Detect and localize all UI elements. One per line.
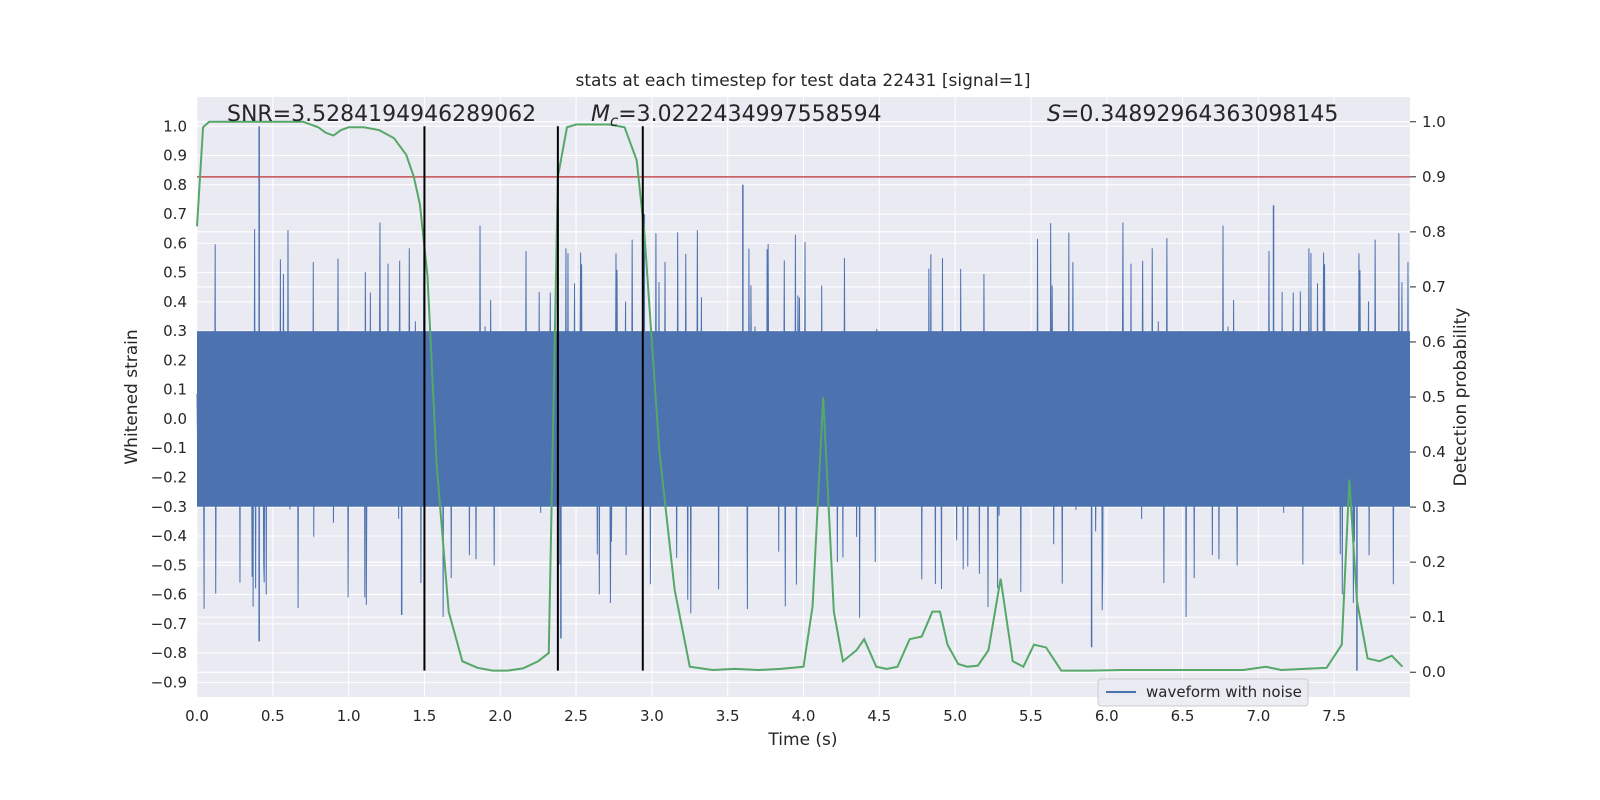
- y-right-tick-label: 0.2: [1422, 553, 1446, 571]
- y-axis-ticks: −0.9 −0.8 −0.7 −0.6 −0.5 −0.4 −0.3 −0.2 −0.1 0.0 0…: [151, 117, 187, 691]
- y-tick-label: 0.1: [163, 381, 187, 399]
- y-tick-label: −0.9: [151, 673, 187, 691]
- y-tick-label: −0.2: [151, 468, 187, 486]
- legend: waveform with noise: [1097, 678, 1309, 707]
- y-tick-label: 0.4: [163, 293, 187, 311]
- waveform-dense-band: [197, 331, 1410, 507]
- y-tick-label: 0.5: [163, 264, 187, 282]
- s-annotation: S=0.34892964363098145: [1047, 102, 1338, 127]
- x-tick-label: 2.0: [488, 707, 512, 725]
- y-tick-label: 0.3: [163, 322, 187, 340]
- legend-box: [1097, 678, 1309, 707]
- x-tick-label: 0.5: [261, 707, 285, 725]
- x-tick-label: 0.0: [185, 707, 209, 725]
- waveform-series: [196, 126, 1410, 671]
- x-tick-label: 4.0: [792, 707, 816, 725]
- y-tick-label: 0.2: [163, 351, 187, 369]
- y-tick-label: 0.0: [163, 410, 187, 428]
- probability-series-line: [196, 120, 1404, 672]
- x-tick-label: 3.5: [716, 707, 740, 725]
- y-right-tick-label: 0.6: [1422, 333, 1446, 351]
- x-tick-label: 6.0: [1095, 707, 1119, 725]
- y-right-tick-label: 1.0: [1422, 113, 1446, 131]
- snr-annotation: SNR=3.5284194946289062: [227, 102, 536, 127]
- y-right-tick-label: 0.5: [1422, 388, 1446, 406]
- y-tick-label: 0.8: [163, 176, 187, 194]
- chirp-mass-symbol: M: [591, 102, 610, 127]
- y-tick-label: −0.6: [151, 586, 187, 604]
- y-axis-label: Whitened strain: [122, 329, 142, 464]
- y-tick-label: 0.9: [163, 147, 187, 165]
- x-tick-label: 6.5: [1171, 707, 1195, 725]
- y-tick-label: −0.7: [151, 615, 187, 633]
- x-tick-label: 7.0: [1246, 707, 1270, 725]
- legend-label: waveform with noise: [1146, 683, 1302, 701]
- x-tick-label: 5.5: [1019, 707, 1043, 725]
- y-right-tick-label: 0.8: [1422, 223, 1446, 241]
- y-right-axis-ticks: 0.0 0.1 0.2 0.3 0.4 0.5 0.6 0.7 0.8 0.9 1.0: [1410, 113, 1446, 681]
- y-tick-label: 1.0: [163, 117, 187, 135]
- chart-title: stats at each timestep for test data 224…: [576, 71, 1031, 91]
- x-axis-ticks: 0.0 0.5 1.0 1.5 2.0 2.5 3.0 3.5 4.0 4.5 5.0 5.5 6.0 6…: [185, 707, 1346, 725]
- chirp-mass-annotation: Mc=3.0222434997558594: [591, 102, 882, 130]
- y-right-axis-label: Detection probability: [1451, 308, 1471, 487]
- chirp-mass-subscript: c: [610, 112, 619, 130]
- y-tick-label: −0.1: [151, 439, 187, 457]
- x-tick-label: 1.5: [413, 707, 437, 725]
- y-tick-label: 0.7: [163, 205, 187, 223]
- chirp-mass-value: =3.0222434997558594: [618, 102, 881, 127]
- y-right-tick-label: 0.1: [1422, 608, 1446, 626]
- x-tick-label: 3.0: [640, 707, 664, 725]
- x-tick-label: 2.5: [564, 707, 588, 725]
- y-right-tick-label: 0.0: [1422, 663, 1446, 681]
- x-tick-label: 7.5: [1322, 707, 1346, 725]
- x-tick-label: 5.0: [943, 707, 967, 725]
- y-tick-label: 0.6: [163, 234, 187, 252]
- y-tick-label: −0.4: [151, 527, 187, 545]
- y-tick-label: −0.3: [151, 498, 187, 516]
- s-value: =0.34892964363098145: [1061, 102, 1338, 127]
- x-axis-label: Time (s): [767, 730, 837, 750]
- x-tick-label: 4.5: [867, 707, 891, 725]
- x-tick-label: 1.0: [337, 707, 361, 725]
- y-right-tick-label: 0.3: [1422, 498, 1446, 516]
- y-tick-label: −0.8: [151, 644, 187, 662]
- marker-lines: [423, 126, 644, 671]
- y-right-tick-label: 0.7: [1422, 278, 1446, 296]
- s-symbol: S: [1047, 102, 1061, 127]
- y-right-tick-label: 0.4: [1422, 443, 1446, 461]
- y-right-tick-label: 0.9: [1422, 168, 1446, 186]
- y-tick-label: −0.5: [151, 556, 187, 574]
